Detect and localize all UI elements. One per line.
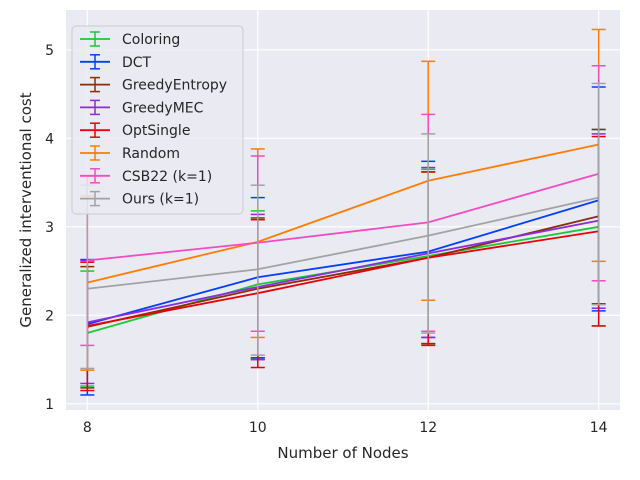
- series-line: [87, 219, 599, 324]
- legend-label: Coloring: [122, 32, 180, 48]
- x-axis-title: Number of Nodes: [277, 444, 408, 462]
- y-tick-label: 1: [45, 397, 54, 413]
- y-axis-title: Generalized interventional cost: [17, 92, 35, 327]
- y-tick-label: 4: [45, 131, 54, 147]
- legend-label: GreedyEntropy: [122, 78, 227, 94]
- x-tick-label: 14: [590, 420, 608, 436]
- series-line: [87, 230, 599, 327]
- y-tick-label: 5: [45, 43, 54, 59]
- legend-entry: Coloring: [80, 31, 180, 48]
- y-tick-label: 2: [45, 308, 54, 324]
- legend-label: OptSingle: [122, 123, 190, 139]
- legend-entry: GreedyEntropy: [80, 76, 227, 94]
- x-tick-label: 8: [83, 420, 92, 436]
- x-tick-label: 12: [419, 420, 437, 436]
- legend-frame: [71, 25, 244, 215]
- legend-entry: DCT: [80, 54, 152, 71]
- legend-label: Ours (k=1): [122, 192, 199, 208]
- series-line: [87, 196, 599, 290]
- series-line: [87, 199, 599, 326]
- legend-label: DCT: [122, 55, 152, 71]
- series-line: [87, 143, 599, 284]
- legend-entry: CSB22 (k=1): [80, 168, 212, 185]
- legend-entry: Ours (k=1): [80, 190, 199, 208]
- legend-entry: GreedyMEC: [80, 99, 204, 116]
- series-ours-k-1: [80, 82, 606, 370]
- legend: Coloring DCT GreedyEntropy GreedyMEC OptSing…: [71, 25, 244, 215]
- legend-label: GreedyMEC: [122, 100, 204, 116]
- legend-entry: Random: [80, 145, 180, 162]
- legend-label: CSB22 (k=1): [122, 169, 212, 185]
- series-line: [87, 172, 599, 262]
- x-tick-label: 10: [249, 420, 267, 436]
- y-tick-label: 3: [45, 220, 54, 236]
- legend-label: Random: [122, 146, 180, 162]
- series-layer: [80, 28, 606, 396]
- legend-entry: OptSingle: [80, 122, 190, 139]
